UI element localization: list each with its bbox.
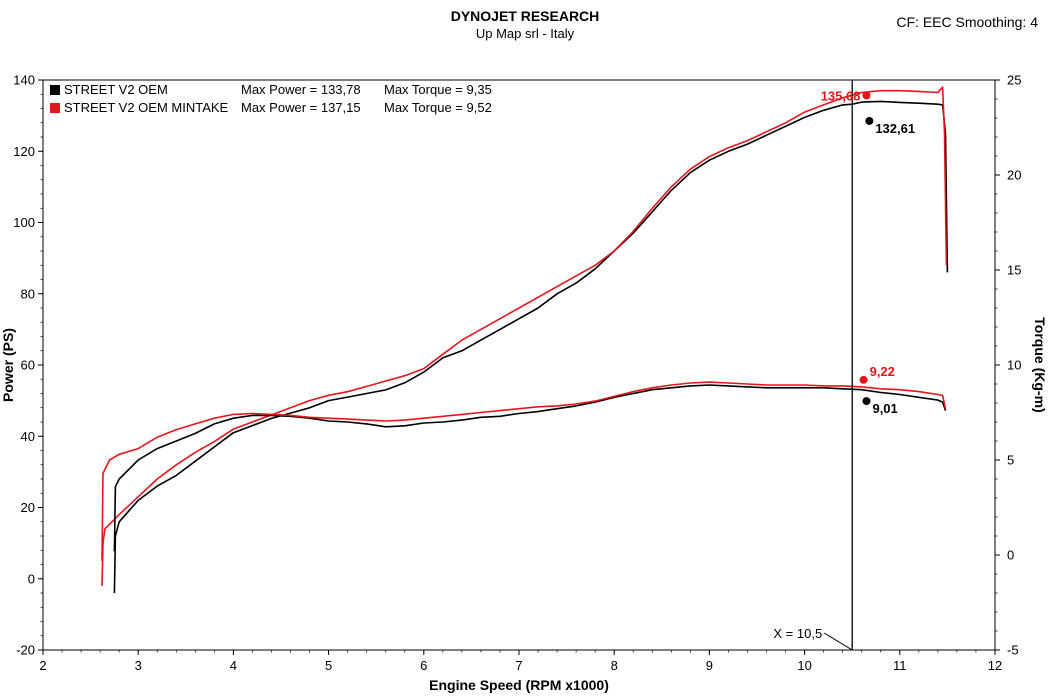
y-left-tick-label: -20 [16, 643, 35, 658]
y-left-tick-label: 100 [13, 215, 35, 230]
y-right-axis-label: Torque (Kg-m) [1032, 317, 1048, 412]
legend-swatch [50, 103, 60, 113]
legend-series-name: STREET V2 OEM [64, 82, 168, 97]
marker-label: 9,01 [872, 401, 897, 416]
legend-max-torque: Max Torque = 9,35 [384, 82, 492, 97]
x-tick-label: 9 [706, 658, 713, 673]
y-right-tick-label: -5 [1007, 643, 1019, 658]
cursor-leader [823, 632, 853, 651]
y-left-tick-label: 20 [21, 500, 35, 515]
y-left-tick-label: 140 [13, 73, 35, 88]
legend-max-power: Max Power = 137,15 [241, 100, 361, 115]
x-tick-label: 6 [420, 658, 427, 673]
value-marker [865, 116, 874, 125]
legend-entry: STREET V2 OEM MINTAKE Max Power = 137,15… [50, 100, 510, 118]
legend-max-torque: Max Torque = 9,52 [384, 100, 492, 115]
x-tick-label: 7 [515, 658, 522, 673]
y-left-tick-label: 80 [21, 286, 35, 301]
x-axis-label: Engine Speed (RPM x1000) [429, 677, 609, 693]
x-tick-label: 5 [325, 658, 332, 673]
value-marker [859, 375, 868, 384]
marker-label: 9,22 [870, 364, 895, 379]
marker-label: 135,68 [821, 88, 861, 103]
torque-curve [113, 384, 947, 552]
y-right-tick-label: 10 [1007, 358, 1021, 373]
chart-title: DYNOJET RESEARCH [450, 8, 600, 24]
x-tick-label: 3 [135, 658, 142, 673]
legend-entry: STREET V2 OEM Max Power = 133,78 Max Tor… [50, 82, 510, 100]
correction-factor-info: CF: EEC Smoothing: 4 [896, 14, 1038, 30]
y-right-tick-label: 5 [1007, 453, 1014, 468]
marker-label: 132,61 [875, 121, 915, 136]
y-right-tick-label: 0 [1007, 548, 1014, 563]
x-tick-label: 11 [893, 658, 907, 673]
y-left-tick-label: 0 [28, 571, 35, 586]
x-tick-label: 2 [39, 658, 46, 673]
y-left-tick-label: 120 [13, 144, 35, 159]
y-left-tick-label: 60 [21, 358, 35, 373]
x-tick-label: 4 [230, 658, 237, 673]
torque-curve [101, 381, 947, 561]
legend-swatch [50, 85, 60, 95]
y-right-tick-label: 20 [1007, 168, 1021, 183]
chart-legend: STREET V2 OEM Max Power = 133,78 Max Tor… [50, 82, 510, 118]
y-left-tick-label: 40 [21, 429, 35, 444]
power-curve [101, 86, 948, 586]
power-curve [113, 100, 949, 594]
chart-subtitle: Up Map srl - Italy [475, 26, 575, 41]
value-marker [862, 397, 871, 406]
y-left-axis-label: Power (PS) [0, 328, 16, 402]
legend-series-name: STREET V2 OEM MINTAKE [64, 100, 229, 115]
x-tick-label: 10 [797, 658, 811, 673]
y-right-tick-label: 15 [1007, 263, 1021, 278]
x-tick-label: 8 [611, 658, 618, 673]
legend-max-power: Max Power = 133,78 [241, 82, 361, 97]
y-right-tick-label: 25 [1007, 73, 1021, 88]
x-tick-label: 12 [988, 658, 1002, 673]
cursor-label: X = 10,5 [773, 626, 822, 641]
value-marker [862, 91, 871, 100]
